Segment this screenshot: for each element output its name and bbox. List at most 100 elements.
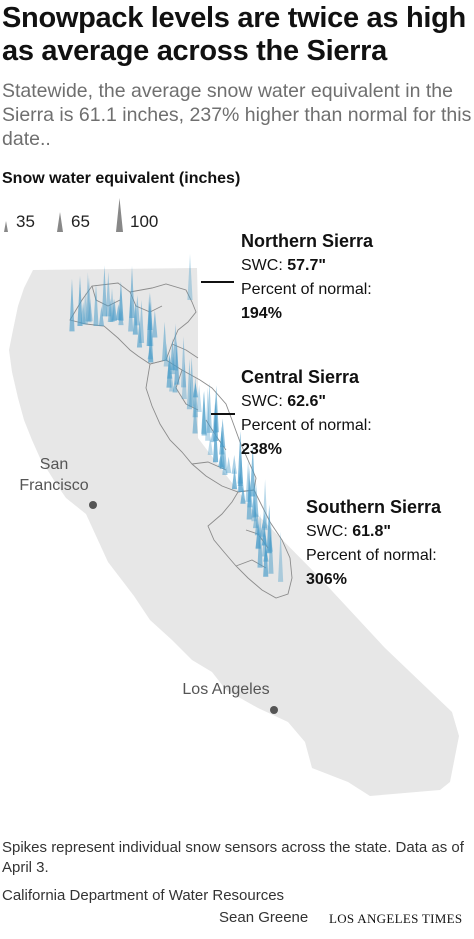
sensor-spike (128, 292, 134, 332)
sensor-spike (201, 390, 207, 436)
pct-label: Percent of normal: (241, 417, 372, 434)
sensor-spike (192, 376, 198, 418)
swc-value: 61.8" (352, 523, 391, 540)
pct-value: 238% (241, 441, 282, 458)
headline: Snowpack levels are twice as high as ave… (2, 2, 466, 67)
sensor-spike (152, 310, 158, 338)
california-map (9, 254, 459, 796)
northern-sierra-label: Northern Sierra SWC: 57.7" Percent of no… (241, 228, 373, 326)
sensor-spike (181, 361, 187, 400)
sensor-spike (210, 429, 216, 443)
sensor-spike (262, 479, 268, 531)
swc-row: SWC: 61.8" (306, 520, 441, 544)
sensor-spike (251, 491, 257, 518)
sensor-spike (226, 456, 232, 474)
sensor-spike (166, 355, 172, 388)
region-name: Southern Sierra (306, 497, 442, 517)
region-name: Central Sierra (241, 367, 360, 387)
sensor-spike (250, 444, 256, 497)
sensor-spike (189, 357, 195, 407)
legend: 35 65 100 (0, 192, 200, 236)
swc-label: SWC: (241, 257, 283, 274)
dek: Statewide, the average snow water equiva… (2, 80, 472, 150)
sensor-spike (246, 466, 252, 520)
sensor-spike (86, 277, 92, 323)
sensor-spike (169, 374, 175, 392)
city-label-san-francisco: San Francisco (19, 456, 89, 494)
legend-label-100: 100 (130, 212, 159, 231)
swc-row: SWC: 62.6" (241, 390, 372, 414)
sensor-spike (111, 298, 117, 321)
sensor-spike (69, 278, 75, 332)
sensor-spike (148, 321, 154, 363)
pct-label: Percent of normal: (241, 281, 372, 298)
sensor-spike (170, 356, 176, 375)
sensor-spike (82, 292, 88, 325)
sensor-spike (186, 359, 193, 410)
sensor-spike (278, 531, 284, 582)
snow-sensor-spikes (69, 254, 284, 582)
brand-logo: LOS ANGELES TIMES (329, 911, 463, 926)
footnote: Spikes represent individual snow sensors… (2, 839, 464, 876)
swc-label: SWC: (241, 393, 283, 410)
sensor-spike (172, 380, 178, 393)
pct-label: Percent of normal: (306, 547, 437, 564)
sensor-spike (180, 336, 187, 388)
sensor-spike (212, 419, 219, 463)
source: California Department of Water Resources (2, 887, 285, 904)
sensor-spike (132, 301, 138, 335)
sensor-spike (261, 512, 268, 529)
sensor-spike (257, 513, 263, 568)
legend-label-65: 65 (71, 212, 90, 231)
pct-value: 194% (241, 305, 282, 322)
sensor-spike (109, 288, 115, 322)
sensor-spike (268, 521, 274, 574)
pct-value: 306% (306, 571, 347, 588)
california-outline (9, 268, 459, 796)
sensor-spike (101, 265, 108, 317)
sensor-spike (118, 281, 124, 321)
southern-sierra-label: Southern Sierra SWC: 61.8" Percent of no… (306, 494, 441, 592)
swc-label: SWC: (306, 523, 348, 540)
sensor-spike (238, 453, 244, 492)
sensor-spike (111, 299, 118, 321)
sensor-spike (107, 298, 113, 323)
sensor-spike (222, 445, 228, 476)
sensor-spike (240, 485, 246, 504)
sensor-spike (118, 307, 124, 326)
sensor-spike (174, 340, 180, 385)
sensor-spike (136, 320, 143, 348)
sensor-spike (77, 276, 83, 326)
sensor-spike (206, 382, 213, 433)
city-dot-san-francisco (89, 501, 97, 509)
northern-sierra-leader (201, 281, 234, 283)
legend-spike-65 (57, 212, 63, 232)
credit: Sean Greene (219, 909, 309, 926)
sensor-spike (207, 435, 213, 455)
sensor-spike (98, 306, 105, 327)
swc-row: SWC: 57.7" (241, 254, 373, 278)
sensor-spike (85, 272, 91, 322)
swc-value: 62.6" (287, 393, 326, 410)
city-dot-los-angeles (270, 706, 278, 714)
sensor-spike (192, 398, 198, 434)
sensor-spike (105, 271, 111, 317)
sensor-spike (129, 266, 135, 318)
legend-label-35: 35 (16, 212, 35, 231)
sensor-spike (163, 343, 169, 367)
sensor-spike (231, 467, 238, 490)
sensor-spike (251, 479, 257, 522)
central-sierra-leader (211, 413, 235, 415)
swc-value: 57.7" (287, 257, 326, 274)
region-name: Northern Sierra (241, 231, 374, 251)
sensor-spike (87, 298, 93, 322)
sensor-spike (148, 293, 154, 347)
northern-sierra-boundary (69, 282, 197, 365)
legend-spikes (4, 198, 123, 232)
sensor-spike (196, 384, 202, 413)
sensor-spike (231, 454, 237, 474)
sensor-spike (213, 397, 219, 442)
sensor-spike (93, 284, 99, 326)
legend-spike-35 (4, 221, 8, 232)
city-label-los-angeles: Los Angeles (182, 681, 270, 698)
